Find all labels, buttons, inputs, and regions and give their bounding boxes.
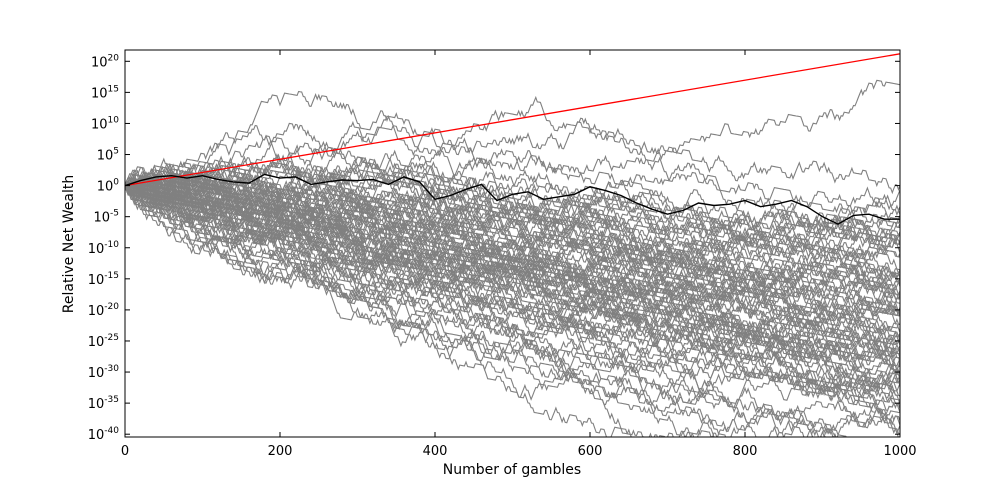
simulation-line [125, 79, 900, 233]
x-tick-label: 800 [733, 444, 758, 459]
y-tick-label: 1020 [91, 53, 119, 70]
expected-value-line [125, 53, 900, 187]
y-tick-label: 1010 [91, 115, 119, 132]
y-tick-label: 1015 [91, 84, 119, 101]
x-tick-label: 400 [423, 444, 448, 459]
x-tick-label: 200 [268, 444, 293, 459]
y-tick-label: 10-30 [88, 364, 120, 381]
y-tick-label: 105 [97, 147, 119, 164]
y-axis-label: Relative Net Wealth [61, 175, 77, 313]
simulation-line [125, 165, 900, 330]
y-tick-label: 100 [97, 178, 120, 195]
simulation-line [125, 90, 900, 257]
y-tick-label: 10-15 [88, 271, 119, 288]
plot-frame [124, 49, 901, 438]
simulation-line [125, 149, 900, 216]
simulation-line [125, 184, 900, 407]
simulation-line [125, 173, 900, 376]
simulation-line [125, 181, 695, 437]
simulation-line [125, 177, 900, 320]
highlight-series [125, 53, 900, 225]
simulation-lines [125, 79, 900, 437]
x-tick-label: 600 [578, 444, 603, 459]
x-tick-label: 0 [121, 444, 129, 459]
x-axis-label: Number of gambles [443, 462, 581, 478]
y-axis-ticks: 1020 1015 1010 105 100 10-5 10-10 10-15 10-20 10-… [88, 53, 900, 443]
y-tick-label: 10-20 [88, 302, 120, 319]
y-tick-label: 10-40 [88, 426, 120, 443]
y-tick-label: 10-35 [88, 395, 119, 412]
y-tick-label: 10-25 [88, 333, 119, 350]
simulation-line [125, 179, 900, 400]
ensemble-median-line [125, 173, 900, 225]
simulation-line [125, 174, 900, 279]
simulation-line [125, 177, 900, 351]
simulation-line [125, 168, 900, 340]
y-tick-label: 10-10 [88, 240, 120, 257]
y-tick-label: 10-5 [93, 209, 119, 226]
x-tick-label: 1000 [883, 444, 916, 459]
